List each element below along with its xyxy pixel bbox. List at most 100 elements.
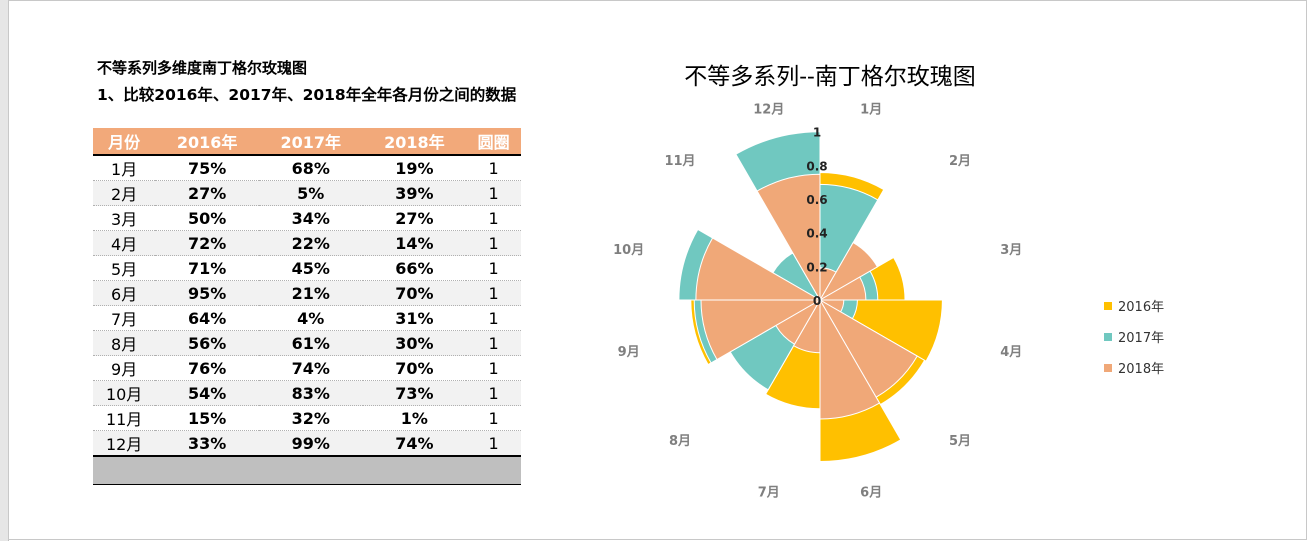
cell-percent: 22% — [258, 230, 363, 256]
column-header-month: 月份 — [93, 128, 156, 156]
month-label: 12月 — [753, 103, 784, 118]
month-label: 1月 — [860, 103, 882, 118]
rose-sector-3-2 — [818, 241, 879, 302]
cell-month: 9月 — [93, 355, 156, 381]
cell-percent: 95% — [155, 280, 259, 306]
month-label: 10月 — [613, 243, 644, 258]
cell-percent: 70% — [362, 280, 467, 306]
footer-cell — [93, 455, 156, 485]
legend-label: 2017年 — [1118, 331, 1165, 346]
legend-item: 2018年 — [1104, 352, 1164, 383]
table-footer-row — [93, 455, 521, 485]
month-label: 8月 — [669, 434, 691, 449]
rose-sector-3-10 — [695, 237, 822, 301]
cell-percent: 4% — [258, 305, 363, 331]
cell-circle: 1 — [466, 280, 521, 306]
cell-percent: 71% — [155, 255, 259, 281]
radial-tick-label: 1 — [813, 126, 821, 140]
rose-sector-3-7 — [792, 298, 821, 354]
cell-percent: 74% — [362, 430, 467, 457]
cell-month: 8月 — [93, 330, 156, 356]
cell-percent: 39% — [362, 180, 467, 206]
table-row: 3月 50% 34% 27% 1 — [93, 205, 521, 231]
table-row: 2月 27% 5% 39% 1 — [93, 180, 521, 206]
cell-month: 4月 — [93, 230, 156, 256]
cell-circle: 1 — [466, 255, 521, 281]
legend-swatch — [1104, 363, 1112, 372]
cell-percent: 33% — [155, 430, 259, 457]
cell-percent: 30% — [362, 330, 467, 356]
cell-circle: 1 — [466, 180, 521, 206]
table-row: 1月 75% 68% 19% 1 — [93, 155, 521, 181]
legend-swatch — [1104, 301, 1112, 310]
cell-month: 12月 — [93, 430, 156, 457]
cell-percent: 14% — [362, 230, 467, 256]
cell-percent: 21% — [258, 280, 363, 306]
cell-percent: 83% — [258, 380, 363, 406]
cell-circle: 1 — [466, 380, 521, 406]
cell-percent: 45% — [258, 255, 363, 281]
chart-title: 不等多系列--南丁格尔玫瑰图 — [684, 64, 976, 90]
cell-month: 3月 — [93, 205, 156, 231]
chart-legend: 2016年 2017年 2018年 — [1104, 290, 1164, 383]
radial-tick-label: 0.8 — [806, 159, 827, 173]
month-label: 7月 — [758, 485, 780, 500]
cell-month: 5月 — [93, 255, 156, 281]
cell-percent: 5% — [258, 180, 363, 206]
column-header-circle: 圆圈 — [466, 128, 521, 156]
cell-percent: 75% — [155, 155, 259, 181]
data-table: 月份 2016年 2017年 2018年 圆圈 1月 75% 68% 19% 1 2月 27… — [93, 128, 521, 485]
legend-label: 2016年 — [1118, 300, 1165, 315]
cell-month: 11月 — [93, 405, 156, 431]
table-row: 9月 76% 74% 70% 1 — [93, 355, 521, 381]
cell-circle: 1 — [466, 230, 521, 256]
radial-tick-label: 0 — [813, 294, 821, 308]
cell-percent: 50% — [155, 205, 259, 231]
cell-percent: 1% — [362, 405, 467, 431]
cell-circle: 1 — [466, 430, 521, 457]
radial-tick-label: 0.2 — [806, 260, 827, 274]
radial-tick-label: 0.4 — [806, 227, 827, 241]
rose-sector-3-3 — [818, 276, 867, 301]
month-label: 3月 — [1000, 243, 1022, 258]
column-header-2017: 2017年 — [258, 128, 363, 156]
table-row: 5月 71% 45% 66% 1 — [93, 255, 521, 281]
table-row: 8月 56% 61% 30% 1 — [93, 330, 521, 356]
table-row: 7月 64% 4% 31% 1 — [93, 305, 521, 331]
cell-circle: 1 — [466, 155, 521, 181]
cell-percent: 32% — [258, 405, 363, 431]
legend-label: 2018年 — [1118, 362, 1165, 377]
rose-sector-3-6 — [819, 298, 881, 420]
month-label: 11月 — [664, 154, 695, 169]
cell-percent: 74% — [258, 355, 363, 381]
legend-item: 2016年 — [1104, 290, 1164, 321]
cell-circle: 1 — [466, 330, 521, 356]
table-row: 11月 15% 32% 1% 1 — [93, 405, 521, 431]
cell-circle: 1 — [466, 355, 521, 381]
month-label: 6月 — [860, 485, 882, 500]
cell-percent: 19% — [362, 155, 467, 181]
cell-percent: 27% — [362, 205, 467, 231]
sheet-heading-description: 1、比较2016年、2017年、2018年全年各月份之间的数据 — [97, 86, 517, 104]
rose-sector-3-12 — [756, 173, 821, 302]
cell-percent: 31% — [362, 305, 467, 331]
month-label: 5月 — [949, 434, 971, 449]
cell-circle: 1 — [466, 205, 521, 231]
cell-month: 2月 — [93, 180, 156, 206]
cell-percent: 54% — [155, 380, 259, 406]
footer-cell — [258, 455, 363, 485]
cell-percent: 99% — [258, 430, 363, 457]
footer-cell — [155, 455, 259, 485]
cell-circle: 1 — [466, 405, 521, 431]
cell-percent: 15% — [155, 405, 259, 431]
cell-month: 7月 — [93, 305, 156, 331]
cell-percent: 73% — [362, 380, 467, 406]
table-header-row: 月份 2016年 2017年 2018年 圆圈 — [93, 128, 521, 156]
month-label: 2月 — [949, 154, 971, 169]
footer-cell — [466, 455, 521, 485]
table-row: 6月 95% 21% 70% 1 — [93, 280, 521, 306]
cell-percent: 27% — [155, 180, 259, 206]
cell-month: 1月 — [93, 155, 156, 181]
cell-percent: 64% — [155, 305, 259, 331]
cell-percent: 76% — [155, 355, 259, 381]
